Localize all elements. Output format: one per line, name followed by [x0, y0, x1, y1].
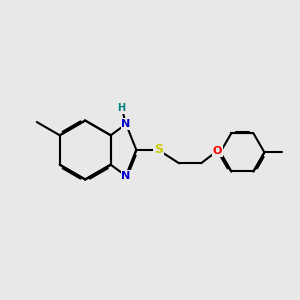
- Text: N: N: [122, 119, 131, 129]
- Text: O: O: [213, 146, 222, 156]
- Text: S: S: [154, 143, 163, 157]
- Text: H: H: [118, 103, 126, 113]
- Text: N: N: [122, 171, 131, 181]
